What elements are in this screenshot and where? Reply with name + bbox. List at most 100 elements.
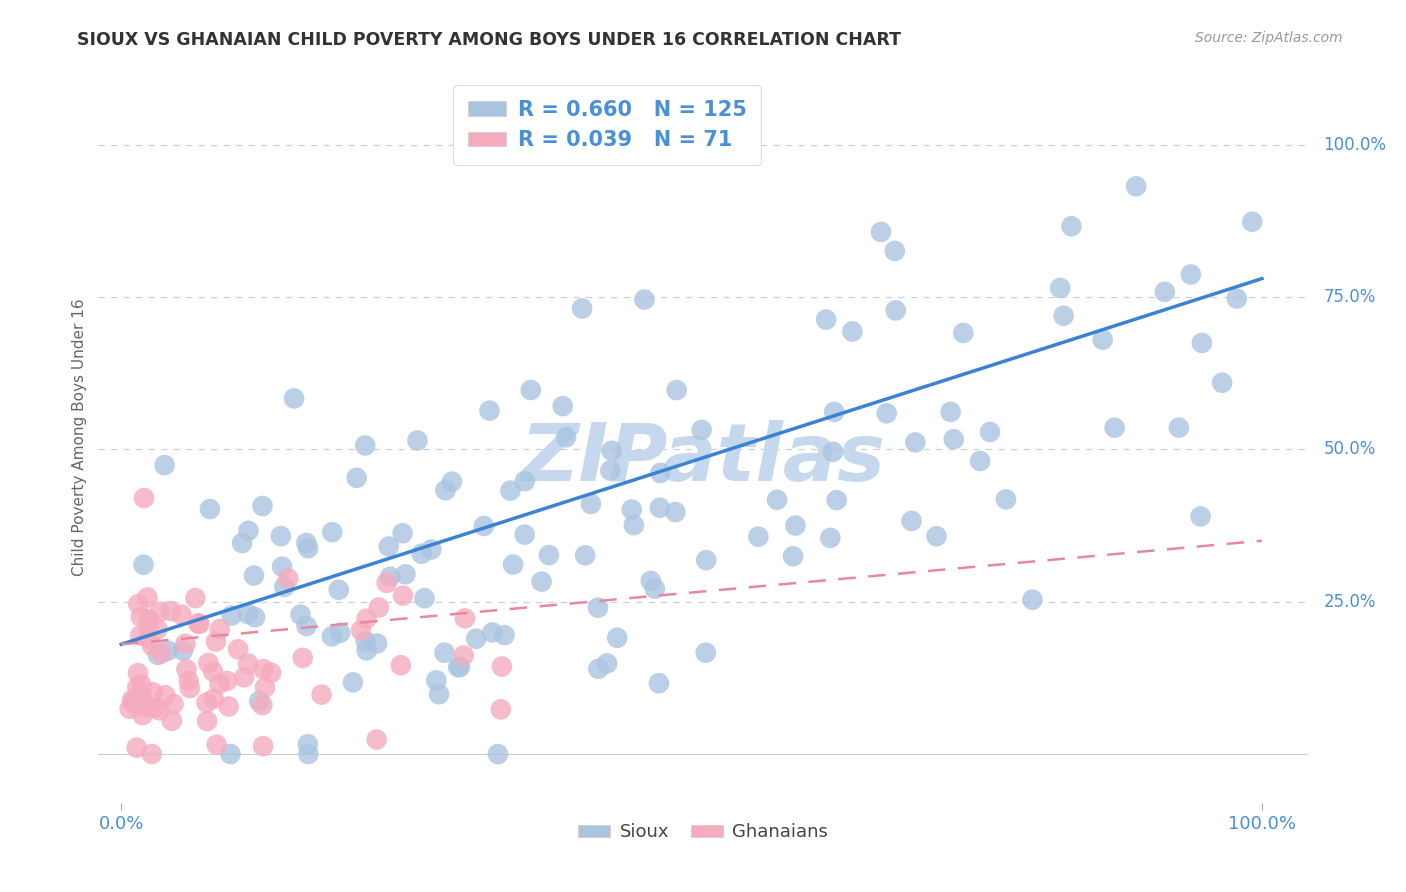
- Point: [825, 493, 848, 508]
- Point: [695, 646, 717, 660]
- Point: [201, 665, 224, 679]
- Point: [502, 558, 524, 572]
- Point: [346, 471, 368, 485]
- Point: [170, 607, 193, 622]
- Point: [664, 505, 686, 519]
- Point: [411, 547, 433, 561]
- Point: [494, 628, 516, 642]
- Point: [427, 687, 450, 701]
- Point: [136, 632, 159, 646]
- Point: [231, 536, 253, 550]
- Point: [271, 559, 294, 574]
- Point: [633, 293, 655, 307]
- Point: [900, 514, 922, 528]
- Point: [141, 747, 163, 761]
- Point: [252, 499, 274, 513]
- Point: [530, 574, 553, 589]
- Point: [394, 567, 416, 582]
- Point: [499, 483, 522, 498]
- Point: [260, 665, 283, 680]
- Point: [354, 634, 377, 648]
- Point: [481, 625, 503, 640]
- Point: [342, 675, 364, 690]
- Point: [136, 591, 159, 605]
- Point: [291, 651, 314, 665]
- Point: [391, 526, 413, 541]
- Point: [283, 392, 305, 406]
- Point: [321, 525, 343, 540]
- Text: 50.0%: 50.0%: [1323, 441, 1375, 458]
- Point: [785, 518, 807, 533]
- Point: [273, 580, 295, 594]
- Point: [150, 646, 173, 660]
- Point: [579, 497, 602, 511]
- Point: [366, 732, 388, 747]
- Point: [172, 643, 194, 657]
- Point: [644, 582, 666, 596]
- Point: [1053, 309, 1076, 323]
- Point: [148, 605, 170, 619]
- Point: [600, 443, 623, 458]
- Point: [184, 591, 207, 606]
- Point: [425, 673, 447, 688]
- Point: [132, 491, 155, 505]
- Point: [555, 430, 578, 444]
- Text: ZIPatlas: ZIPatlas: [520, 420, 886, 498]
- Point: [406, 434, 429, 448]
- Point: [321, 629, 343, 643]
- Point: [138, 613, 160, 627]
- Point: [491, 659, 513, 673]
- Point: [295, 619, 318, 633]
- Legend: Sioux, Ghanaians: Sioux, Ghanaians: [571, 816, 835, 848]
- Point: [208, 677, 231, 691]
- Point: [1167, 420, 1189, 434]
- Point: [815, 312, 838, 326]
- Point: [690, 423, 713, 437]
- Point: [883, 244, 905, 258]
- Point: [952, 326, 974, 340]
- Point: [221, 608, 243, 623]
- Point: [596, 657, 619, 671]
- Point: [1180, 268, 1202, 282]
- Point: [380, 570, 402, 584]
- Point: [129, 628, 152, 642]
- Point: [297, 747, 319, 761]
- Point: [253, 681, 276, 695]
- Point: [311, 688, 333, 702]
- Point: [252, 662, 274, 676]
- Point: [378, 540, 401, 554]
- Point: [131, 708, 153, 723]
- Point: [574, 549, 596, 563]
- Point: [876, 406, 898, 420]
- Point: [162, 697, 184, 711]
- Point: [176, 662, 198, 676]
- Text: Source: ZipAtlas.com: Source: ZipAtlas.com: [1195, 31, 1343, 45]
- Point: [156, 643, 179, 657]
- Point: [648, 500, 671, 515]
- Point: [118, 702, 141, 716]
- Point: [356, 612, 378, 626]
- Point: [155, 688, 177, 702]
- Point: [131, 678, 153, 692]
- Point: [623, 518, 645, 533]
- Point: [766, 492, 789, 507]
- Text: 25.0%: 25.0%: [1323, 592, 1376, 611]
- Point: [413, 591, 436, 606]
- Point: [620, 502, 643, 516]
- Point: [136, 620, 159, 634]
- Point: [356, 643, 378, 657]
- Point: [142, 685, 165, 699]
- Point: [599, 463, 621, 477]
- Point: [1189, 509, 1212, 524]
- Point: [586, 600, 609, 615]
- Point: [640, 574, 662, 588]
- Point: [489, 702, 512, 716]
- Y-axis label: Child Poverty Among Boys Under 16: Child Poverty Among Boys Under 16: [72, 298, 87, 576]
- Point: [588, 662, 610, 676]
- Point: [1021, 592, 1043, 607]
- Point: [132, 558, 155, 572]
- Point: [129, 609, 152, 624]
- Point: [979, 425, 1001, 439]
- Point: [870, 225, 893, 239]
- Point: [434, 483, 457, 498]
